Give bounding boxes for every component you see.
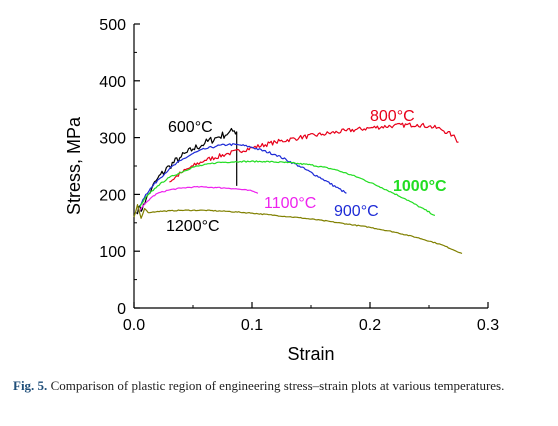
series-line (139, 160, 436, 216)
plot-area (133, 24, 488, 309)
figure-caption: Fig. 5. Comparison of plastic region of … (13, 377, 551, 394)
y-tick-label: 400 (99, 74, 126, 91)
y-tick-label: 300 (99, 131, 126, 148)
series-line (133, 204, 463, 255)
x-axis-title: Strain (287, 344, 334, 364)
chart-canvas: 0.0 0.1 0.2 0.3 0 100 200 300 400 500 600°C 800°C 9… (64, 17, 499, 364)
series-line (139, 185, 259, 211)
figure-label: Fig. 5. (13, 378, 48, 393)
series-label: 800°C (370, 108, 415, 125)
x-tick-label: 0.0 (123, 317, 145, 334)
series-line (169, 122, 459, 183)
series-line (135, 127, 238, 215)
x-tick-label: 0.1 (241, 317, 263, 334)
figure-caption-text: Comparison of plastic region of engineer… (50, 378, 505, 393)
series-label: 900°C (334, 203, 379, 220)
series-line (139, 143, 347, 207)
y-tick-label: 0 (117, 301, 126, 318)
x-tick-label: 0.3 (477, 317, 499, 334)
series-label: 1000°C (393, 178, 447, 195)
y-tick-label: 500 (99, 17, 126, 34)
series-label: 1100°C (264, 195, 316, 212)
y-tick-label: 200 (99, 187, 126, 204)
y-axis-title: Stress, MPa (64, 116, 84, 215)
series-label: 600°C (168, 119, 213, 136)
y-tick-label: 100 (99, 244, 126, 261)
series-label: 1200°C (166, 218, 220, 235)
stress-strain-chart: 0.0 0.1 0.2 0.3 0 100 200 300 400 500 600°C 800°C 9… (64, 17, 499, 364)
x-tick-label: 0.2 (359, 317, 381, 334)
